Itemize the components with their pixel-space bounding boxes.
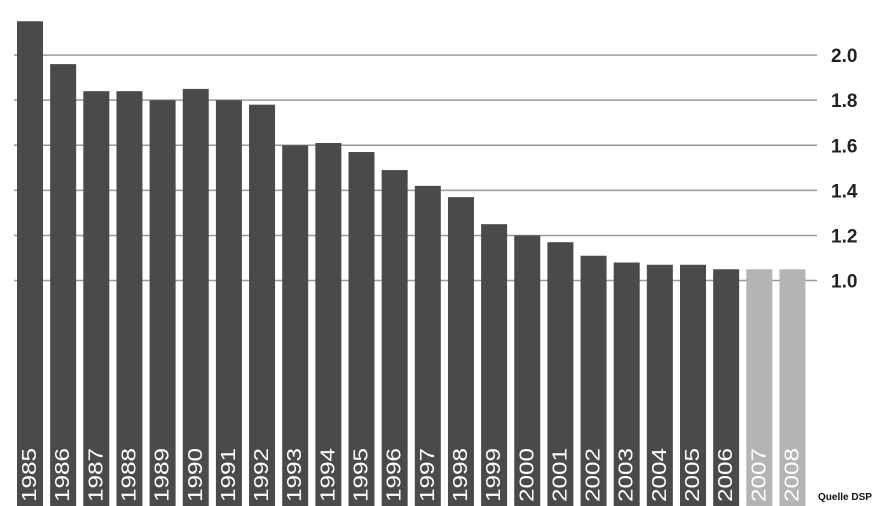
- category-label: 1997: [417, 448, 439, 502]
- bar-2006: [713, 269, 740, 506]
- bar-1987: [83, 91, 110, 506]
- category-label: 1987: [85, 448, 107, 502]
- bar-1998: [447, 197, 474, 506]
- y-axis-ticks: 1.0 1.2 1.4 1.6 1.8 2.0: [831, 46, 858, 292]
- bar-2001: [547, 242, 574, 506]
- category-label: 1991: [218, 448, 240, 502]
- bar-2003: [613, 262, 640, 506]
- category-label: 1995: [351, 448, 373, 502]
- category-label: 2003: [616, 448, 638, 502]
- bar-1997: [414, 185, 441, 506]
- bar-1985: [17, 21, 43, 506]
- category-label: 1986: [52, 448, 74, 502]
- bars: [17, 21, 806, 506]
- category-label: 1988: [118, 448, 140, 502]
- category-label: 2004: [649, 448, 671, 502]
- source-note: Quelle DSP: [818, 492, 872, 503]
- y-tick-label: 1.8: [831, 91, 857, 112]
- category-label: 1993: [284, 448, 306, 502]
- category-label: 2001: [549, 448, 571, 502]
- y-tick-label: 1.6: [831, 136, 857, 157]
- category-label: 1998: [450, 448, 472, 502]
- category-label: 2008: [781, 448, 803, 502]
- bar-1999: [481, 224, 508, 506]
- bar-2005: [680, 264, 706, 506]
- category-label: 1999: [483, 448, 505, 502]
- category-label: 2005: [682, 448, 704, 502]
- bar-1986: [50, 64, 77, 506]
- y-tick-label: 2.0: [831, 46, 857, 67]
- y-tick-label: 1.2: [831, 226, 857, 247]
- category-label: 1996: [384, 448, 406, 502]
- bar-1996: [381, 170, 408, 506]
- bar-2007: [746, 269, 773, 506]
- bar-2004: [646, 264, 673, 506]
- bar-1991: [215, 100, 242, 506]
- bar-1995: [348, 152, 375, 506]
- category-label: 1994: [317, 448, 339, 502]
- category-label: 2007: [748, 448, 770, 502]
- category-label: 1992: [251, 448, 273, 502]
- category-label: 2000: [516, 448, 538, 502]
- bar-1994: [315, 143, 342, 506]
- category-label: 1989: [152, 448, 174, 502]
- y-tick-label: 1.0: [831, 272, 857, 293]
- category-label: 2006: [715, 448, 737, 502]
- bar-1988: [116, 91, 143, 506]
- bar-2000: [514, 235, 541, 506]
- x-axis-labels: 1985 1986 1987 1988 1989 1990 1991 1992 1993 1994…: [19, 448, 803, 502]
- bar-1990: [182, 88, 209, 506]
- category-label: 2002: [583, 448, 605, 502]
- bar-1993: [282, 145, 309, 506]
- bar-1989: [149, 100, 176, 506]
- category-label: 1990: [185, 448, 207, 502]
- bar-2008: [779, 269, 806, 506]
- bar-1992: [249, 104, 276, 506]
- category-label: 1985: [19, 448, 41, 502]
- bar-2002: [580, 255, 607, 506]
- y-tick-label: 1.4: [831, 181, 858, 202]
